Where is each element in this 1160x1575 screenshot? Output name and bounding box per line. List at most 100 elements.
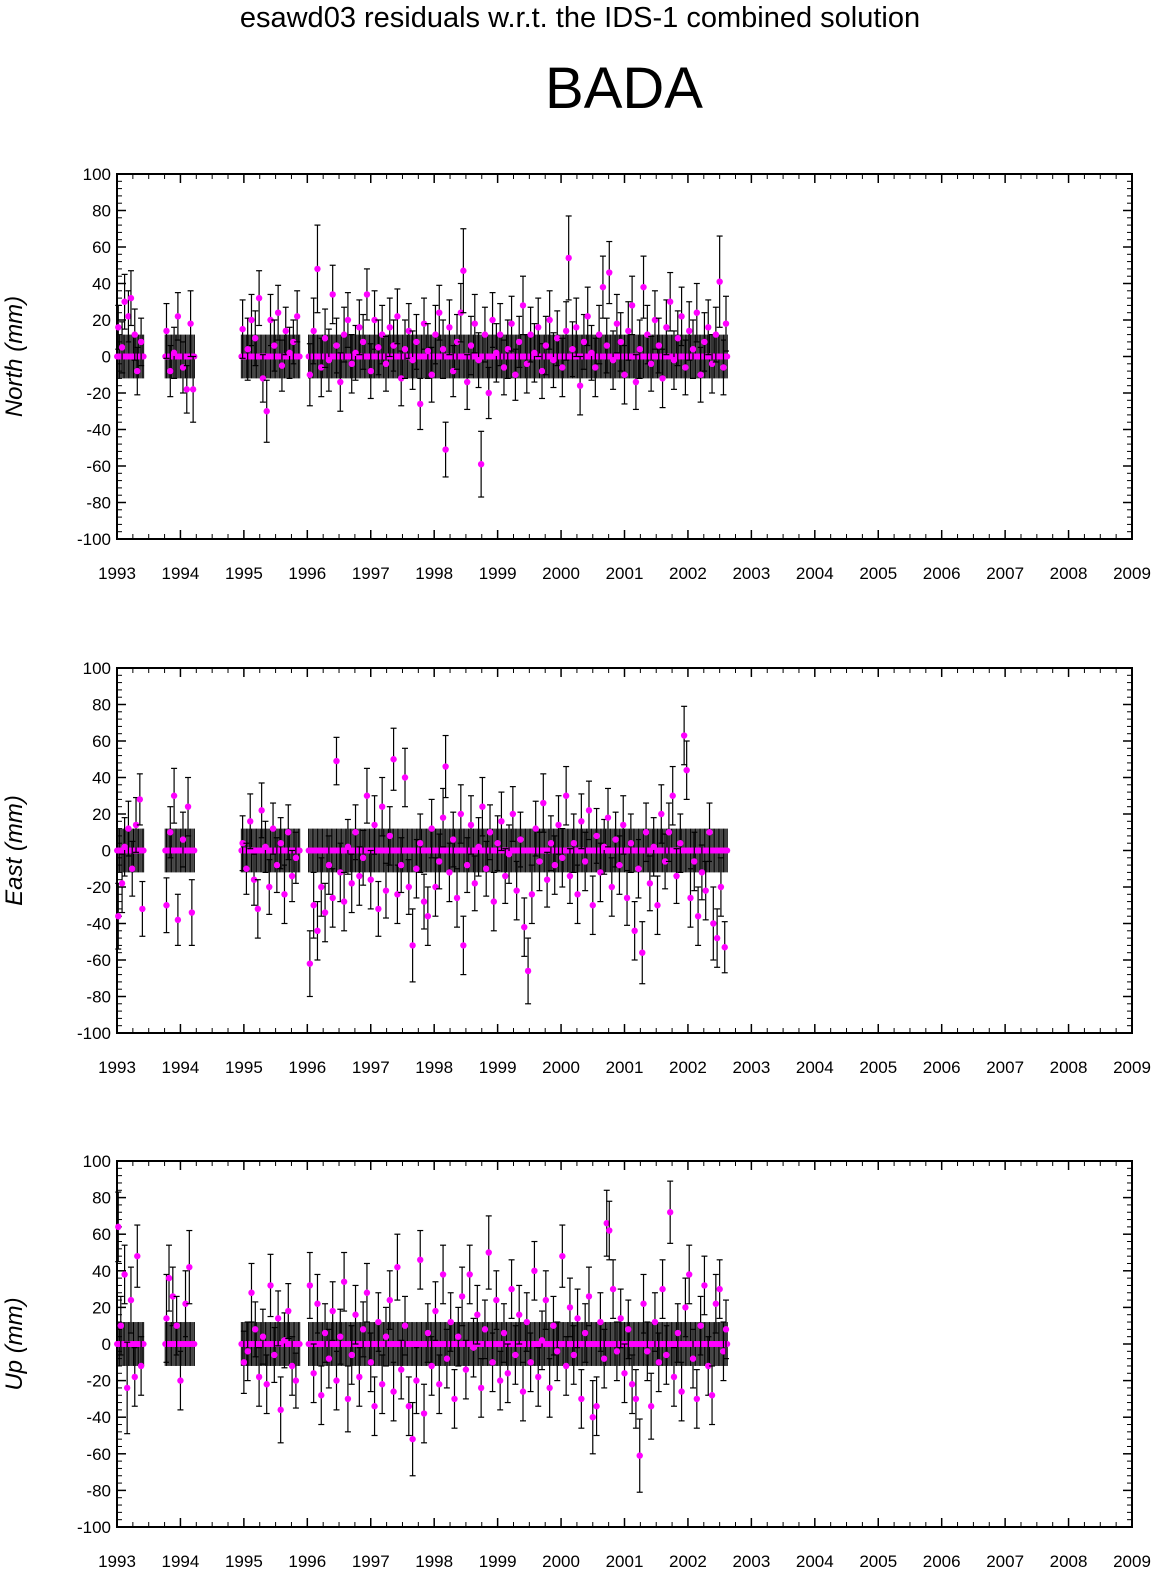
data-point	[621, 371, 628, 378]
data-point	[588, 349, 595, 357]
data-point	[655, 342, 662, 349]
data-point	[417, 400, 424, 408]
data-point	[500, 364, 508, 371]
data-point	[559, 854, 566, 861]
x-tick-label: 2003	[732, 1552, 770, 1571]
data-point	[538, 1337, 546, 1344]
data-point	[603, 1220, 610, 1227]
data-point	[578, 1395, 585, 1403]
data-point	[378, 1381, 386, 1388]
x-tick-label: 1994	[162, 1552, 200, 1571]
data-point	[674, 1329, 681, 1337]
x-tick-label: 1995	[225, 564, 263, 583]
y-tick-label: -80	[86, 988, 111, 1007]
x-tick-label: 1998	[415, 1058, 453, 1077]
data-point	[595, 331, 603, 338]
x-tick-label: 1997	[352, 564, 390, 583]
data-point	[532, 825, 539, 832]
x-tick-label: 2002	[669, 1552, 707, 1571]
data-point	[678, 1388, 685, 1395]
x-tick-label: 2005	[859, 564, 897, 583]
data-point	[398, 861, 405, 869]
data-point	[344, 843, 352, 851]
figure-supertitle: esawd03 residuals w.r.t. the IDS-1 combi…	[239, 2, 921, 34]
data-point	[466, 1271, 473, 1278]
y-axis-label: Up (mm)	[1, 1297, 28, 1390]
data-point	[174, 313, 182, 320]
data-point	[436, 858, 443, 865]
data-point	[599, 283, 607, 291]
data-point	[617, 338, 624, 346]
data-point	[118, 344, 126, 351]
data-point	[701, 338, 708, 346]
data-point	[603, 342, 610, 349]
data-point	[519, 302, 527, 309]
data-point	[420, 320, 428, 327]
data-point	[486, 829, 494, 836]
data-point	[263, 1381, 270, 1388]
data-point	[184, 803, 192, 810]
data-point	[523, 1318, 531, 1326]
data-point	[578, 818, 585, 825]
data-point	[271, 1351, 278, 1359]
data-point	[115, 324, 122, 331]
data-point	[647, 1403, 655, 1410]
data-point	[137, 338, 145, 346]
data-point	[409, 942, 416, 949]
x-tick-label: 2003	[732, 1058, 770, 1077]
data-point-zero	[140, 353, 147, 360]
data-point	[498, 818, 505, 825]
data-point	[337, 869, 344, 876]
data-point	[504, 1370, 511, 1377]
data-point	[566, 1304, 574, 1311]
data-point	[165, 1274, 173, 1282]
data-point	[509, 810, 517, 818]
data-point	[310, 1370, 317, 1377]
data-point	[447, 1318, 454, 1326]
data-point	[559, 364, 566, 371]
data-point	[285, 1307, 292, 1315]
data-point	[375, 344, 382, 351]
data-point-zero	[140, 847, 147, 854]
data-point	[531, 349, 538, 357]
x-tick-label: 1995	[225, 1552, 263, 1571]
data-point	[540, 799, 547, 807]
data-point	[453, 338, 461, 346]
x-tick-label: 1996	[288, 564, 326, 583]
data-point	[386, 832, 393, 840]
data-point-zero	[296, 353, 303, 360]
data-point	[494, 840, 501, 847]
data-point	[258, 807, 265, 814]
data-point	[698, 869, 706, 876]
data-point	[333, 342, 340, 349]
data-point	[248, 316, 255, 324]
data-point	[670, 1373, 678, 1381]
data-point	[443, 1355, 451, 1362]
data-point	[293, 313, 301, 320]
data-point	[496, 331, 504, 338]
data-point	[244, 1348, 251, 1355]
data-point	[439, 346, 447, 353]
data-point	[442, 763, 449, 770]
data-point	[628, 1381, 636, 1388]
data-point	[344, 316, 352, 324]
data-point	[340, 1278, 348, 1285]
data-point	[471, 880, 478, 887]
data-point	[118, 880, 126, 887]
data-point	[716, 278, 723, 285]
data-point	[666, 298, 674, 305]
data-point	[477, 1384, 485, 1392]
data-point	[691, 858, 698, 865]
x-tick-label: 2004	[796, 1552, 834, 1571]
y-tick-label: -20	[86, 878, 111, 897]
x-tick-label: 1996	[288, 1058, 326, 1077]
data-point	[378, 803, 386, 810]
data-point	[584, 313, 591, 320]
data-point	[318, 1392, 325, 1399]
data-point	[186, 1263, 193, 1271]
data-point	[697, 371, 704, 378]
data-point	[640, 283, 647, 291]
data-point	[439, 814, 447, 821]
data-point	[263, 408, 270, 415]
